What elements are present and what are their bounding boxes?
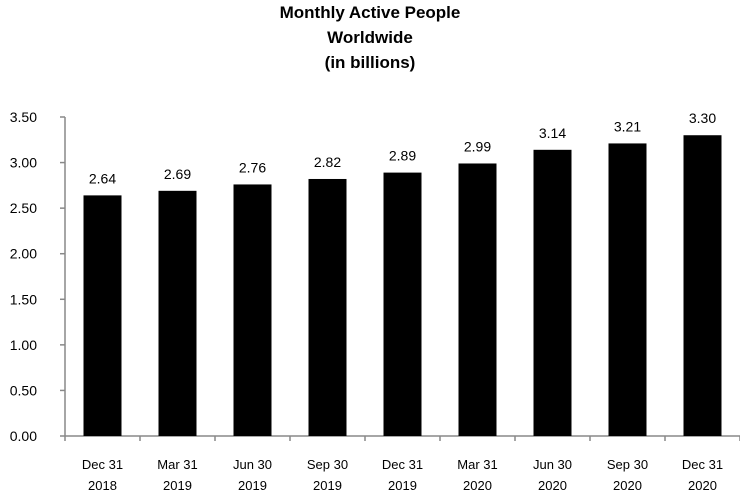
bar (533, 149, 572, 436)
x-tick-label: Dec 31 (682, 457, 723, 472)
chart-title: Monthly Active People Worldwide (in bill… (170, 0, 570, 75)
x-tick-label: 2019 (388, 478, 417, 492)
y-tick-label: 3.00 (10, 155, 37, 171)
x-tick-label: Mar 31 (457, 457, 497, 472)
x-tick-label: 2019 (238, 478, 267, 492)
data-label: 2.89 (389, 148, 416, 164)
bar (233, 184, 272, 436)
data-label: 3.21 (614, 118, 641, 134)
x-tick-label: Jun 30 (233, 457, 272, 472)
data-label: 3.14 (539, 125, 566, 141)
bar (683, 135, 722, 436)
y-tick-label: 0.00 (10, 428, 37, 444)
y-tick-label: 3.50 (10, 109, 37, 125)
bar (458, 163, 497, 437)
y-tick-label: 2.00 (10, 246, 37, 262)
y-tick-label: 1.50 (10, 291, 37, 307)
data-label: 2.64 (89, 170, 116, 186)
x-tick-label: 2020 (688, 478, 717, 492)
bar (83, 195, 122, 436)
x-tick-label: Dec 31 (382, 457, 423, 472)
x-tick-label: 2019 (163, 478, 192, 492)
x-tick-label: Jun 30 (533, 457, 572, 472)
bar (608, 143, 647, 436)
bar (383, 172, 422, 436)
x-tick-label: 2020 (538, 478, 567, 492)
x-tick-label: 2019 (313, 478, 342, 492)
y-tick-label: 2.50 (10, 200, 37, 216)
bar (308, 178, 347, 436)
x-tick-label: Sep 30 (607, 457, 648, 472)
data-label: 2.69 (164, 166, 191, 182)
x-tick-label: Sep 30 (307, 457, 348, 472)
chart-title-line-2: Worldwide (327, 28, 413, 47)
data-label: 2.82 (314, 154, 341, 170)
y-tick-label: 0.50 (10, 382, 37, 398)
chart-title-line-3: (in billions) (324, 53, 416, 72)
x-tick-label: 2018 (88, 478, 117, 492)
y-tick-label: 1.00 (10, 337, 37, 353)
x-tick-label: Dec 31 (82, 457, 123, 472)
data-label: 2.99 (464, 138, 491, 154)
x-tick-label: 2020 (613, 478, 642, 492)
bar (158, 190, 197, 436)
x-tick-label: 2020 (463, 478, 492, 492)
chart-title-line-1: Monthly Active People (279, 3, 461, 22)
data-label: 2.76 (239, 159, 266, 175)
x-tick-label: Mar 31 (157, 457, 197, 472)
data-label: 3.30 (689, 110, 716, 126)
